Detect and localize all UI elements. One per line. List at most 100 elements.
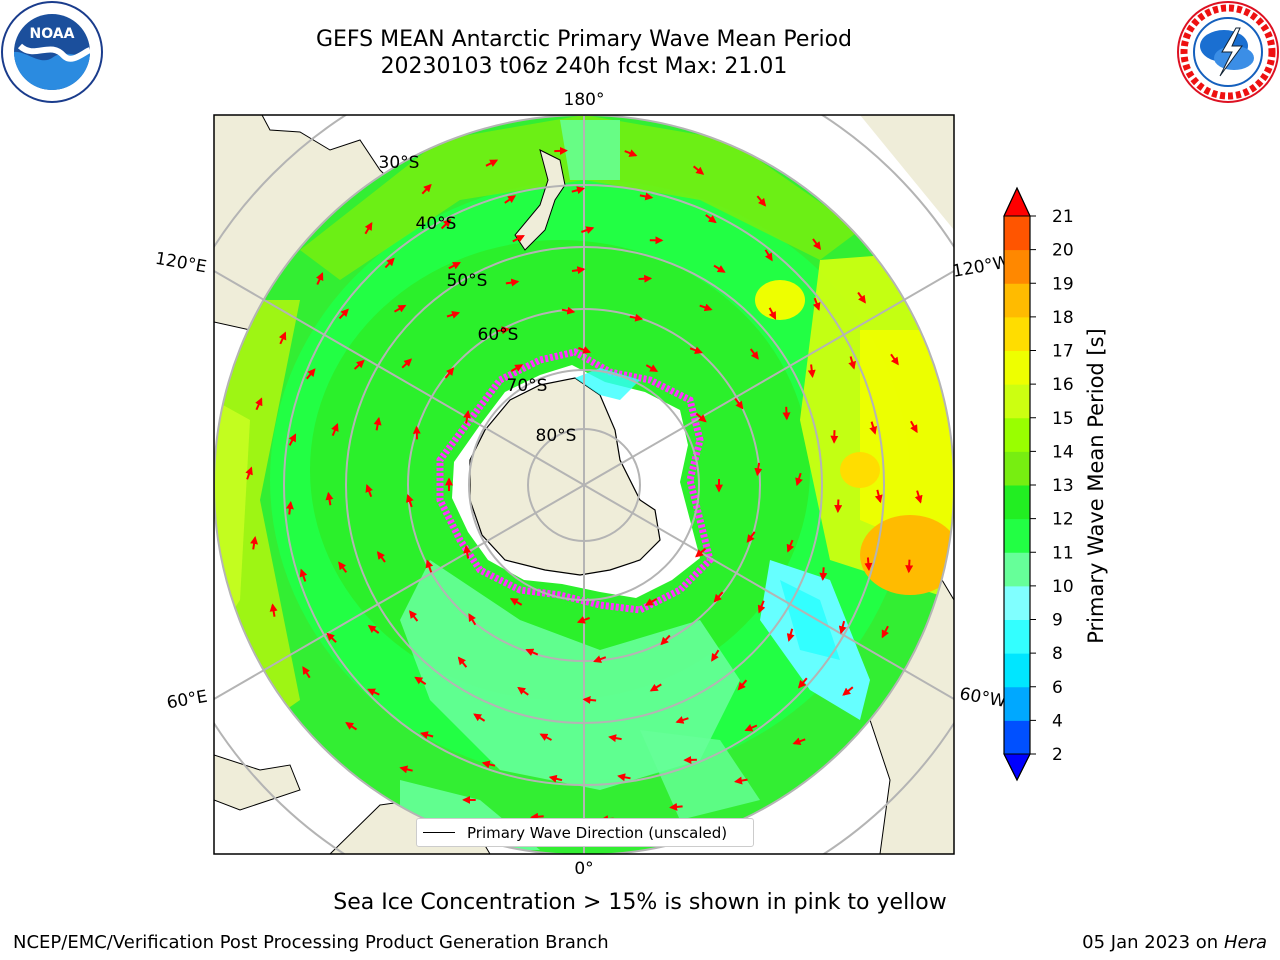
wave-direction-arrow xyxy=(504,195,517,204)
wave-direction-arrow xyxy=(581,226,595,234)
wave-direction-arrow xyxy=(675,716,689,724)
colorbar-tick-label: 18 xyxy=(1052,308,1074,328)
wave-direction-arrow xyxy=(326,632,337,643)
wave-direction-arrow xyxy=(353,359,365,370)
colorbar-tick-label: 6 xyxy=(1052,678,1063,698)
wave-direction-arrow xyxy=(819,567,828,581)
wave-direction-arrow xyxy=(734,776,748,785)
wave-direction-arrow xyxy=(695,412,707,423)
wave-direction-arrow xyxy=(744,724,758,732)
wave-direction-arrow xyxy=(593,655,607,663)
wave-direction-arrow xyxy=(757,600,766,614)
wave-direction-arrow xyxy=(749,348,759,360)
wave-direction-arrow xyxy=(315,272,324,285)
wave-direction-arrow xyxy=(608,734,622,743)
wave-direction-arrow xyxy=(517,686,529,696)
colorbar-max-extension xyxy=(1003,186,1031,217)
colorbar-segment xyxy=(1004,585,1030,620)
madagascar-land xyxy=(214,754,301,811)
wave-direction-arrow xyxy=(367,624,380,634)
wave-direction-arrow xyxy=(786,628,795,642)
colorbar-tick-label: 4 xyxy=(1052,711,1063,731)
legend-label: Primary Wave Direction (unscaled) xyxy=(467,823,728,842)
parallel-label-60s: 60°S xyxy=(478,325,519,345)
colorbar-segment xyxy=(1004,216,1030,251)
colorbar-segment xyxy=(1004,451,1030,486)
wave-direction-arrow xyxy=(325,491,334,506)
wave-direction-arrow xyxy=(457,656,468,668)
wave-direction-arrow xyxy=(848,356,856,370)
wave-direction-arrow xyxy=(797,677,808,689)
colorbar-tick-label: 2 xyxy=(1052,745,1063,765)
wave-direction-arrow xyxy=(399,765,413,774)
wave-direction-arrow xyxy=(401,358,413,369)
meridian-label-120e: 120°E xyxy=(154,249,208,278)
colorbar-tick-label: 13 xyxy=(1052,476,1074,496)
wave-direction-arrow xyxy=(463,545,472,559)
wave-direction-arrow xyxy=(302,666,311,679)
wave-direction-arrow xyxy=(874,489,883,504)
wave-direction-arrow xyxy=(338,561,348,573)
colorbar-label: Primary Wave Mean Period [s] xyxy=(1084,328,1108,644)
wave-direction-arrow xyxy=(255,397,263,411)
wave-direction-arrow xyxy=(699,303,713,312)
wave-direction-arrow xyxy=(373,416,382,431)
wave-direction-arrow xyxy=(669,802,683,811)
wave-direction-arrow xyxy=(649,683,662,692)
meridian-label-60w: 60°W xyxy=(958,684,1008,712)
meridian-label-120w: 120°W xyxy=(951,252,1012,282)
colorbar-segment xyxy=(1004,417,1030,452)
footer-host: Hera xyxy=(1223,932,1267,953)
wave-direction-arrow xyxy=(792,737,806,745)
chart-subtitle: 20230103 t06z 240h fcst Max: 21.01 xyxy=(380,54,788,79)
wave-direction-arrow xyxy=(406,493,414,508)
wave-direction-arrow xyxy=(446,310,461,319)
wave-direction-arrow xyxy=(881,625,889,639)
colorbar-tick-label: 8 xyxy=(1052,644,1063,664)
wave-direction-arrow xyxy=(512,235,525,243)
colorbar-segment xyxy=(1004,720,1030,755)
wave-direction-arrow xyxy=(525,648,539,657)
wave-direction-arrow xyxy=(548,774,563,783)
wave-direction-arrow xyxy=(660,634,671,646)
colorbar-tick-label: 14 xyxy=(1052,442,1074,462)
wave-direction-arrow xyxy=(645,364,659,372)
graticule xyxy=(214,115,954,854)
colorbar: 2 4 6 8 9 10 11 12 13 14 15 16 17 18 19 20 21 xyxy=(1003,186,1074,782)
wave-direction-arrow xyxy=(617,773,631,782)
wave-direction-arrow xyxy=(365,484,373,498)
parallel-label-70s: 70°S xyxy=(507,376,548,396)
footer-date-text: 05 Jan 2023 on xyxy=(1082,932,1219,953)
meridian-label-0: 0° xyxy=(574,859,593,879)
colorbar-tick-label: 16 xyxy=(1052,375,1074,395)
wave-direction-arrow xyxy=(530,812,544,821)
wave-direction-arrow xyxy=(338,308,349,320)
wave-direction-arrow xyxy=(384,257,395,269)
wave-direction-arrow xyxy=(695,547,707,558)
wave-direction-arrow xyxy=(644,598,658,606)
wave-direction-arrow xyxy=(834,499,843,514)
wave-direction-arrow xyxy=(629,313,644,322)
meridian-label-180: 180° xyxy=(564,90,605,110)
wave-direction-arrow xyxy=(914,490,923,504)
wave-direction-arrow xyxy=(713,591,724,603)
wave-direction-arrow xyxy=(689,346,703,354)
wave-direction-arrow xyxy=(285,501,294,515)
wave-direction-arrow xyxy=(713,264,726,273)
meridian-label-60e: 60°E xyxy=(165,687,209,714)
wave-direction-arrow xyxy=(807,364,816,378)
wave-direction-arrow xyxy=(288,433,297,446)
wave-direction-arrow xyxy=(496,326,510,335)
wave-direction-arrow xyxy=(306,368,316,380)
wave-direction-arrow xyxy=(571,186,585,195)
parallel-label-30s: 30°S xyxy=(379,153,420,173)
colorbar-segment xyxy=(1004,283,1030,318)
wave-direction-arrow xyxy=(554,146,568,155)
wave-direction-arrow xyxy=(838,620,847,635)
colorbar-tick-label: 9 xyxy=(1052,611,1063,631)
colorbar-segment xyxy=(1004,619,1030,654)
wave-direction-arrow xyxy=(734,397,744,410)
wave-direction-arrow xyxy=(561,306,576,315)
noaa-logo: NOAA xyxy=(1,1,103,103)
map-area xyxy=(214,115,954,854)
